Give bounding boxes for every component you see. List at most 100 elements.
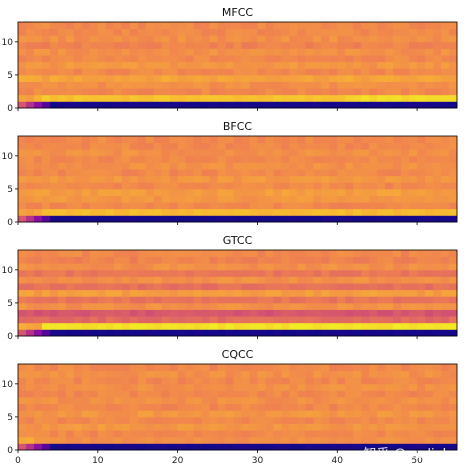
heatmap-cell [281, 55, 290, 63]
heatmap-cell [25, 316, 35, 324]
heatmap-cell [401, 175, 410, 183]
heatmap-cell [89, 436, 99, 444]
heatmap-cell [337, 182, 346, 190]
heatmap-cell [425, 370, 434, 378]
heatmap-cell [393, 269, 402, 277]
heatmap-cell [337, 283, 346, 291]
heatmap-cell [377, 61, 386, 69]
heatmap-cell [129, 35, 139, 43]
heatmap-cell [41, 22, 51, 30]
heatmap-cell [137, 101, 147, 109]
heatmap-cell [153, 74, 163, 82]
heatmap-cell [329, 41, 338, 49]
heatmap-cell [249, 169, 258, 177]
heatmap-cell [33, 35, 43, 43]
heatmap-cell [57, 443, 67, 451]
heatmap-cell [57, 55, 67, 63]
heatmap-cell [25, 155, 35, 163]
heatmap-cell [185, 377, 194, 385]
heatmap-cell [217, 61, 226, 69]
heatmap-cell [369, 188, 378, 196]
heatmap-cell [433, 55, 442, 63]
heatmap-cell [353, 364, 362, 372]
heatmap-cell [369, 162, 378, 170]
heatmap-cell [265, 55, 274, 63]
heatmap-cell [345, 329, 354, 337]
heatmap-cell [217, 215, 226, 223]
heatmap-cell [393, 55, 402, 63]
heatmap-cell [417, 182, 426, 190]
heatmap-cell [417, 215, 426, 223]
heatmap-cell [145, 263, 155, 271]
heatmap-cell [257, 169, 266, 177]
heatmap-cell [81, 322, 91, 330]
heatmap-cell [401, 397, 410, 405]
heatmap-cell [361, 94, 370, 102]
heatmap-cell [297, 55, 306, 63]
heatmap-cell [97, 302, 107, 310]
heatmap-cell [257, 22, 266, 30]
heatmap-cell [113, 155, 123, 163]
heatmap-cell [25, 329, 35, 337]
heatmap-cell [41, 410, 51, 418]
heatmap-cell [433, 61, 442, 69]
heatmap-cell [161, 302, 171, 310]
heatmap-cell [241, 416, 250, 424]
y-tick-label: 10 [2, 152, 14, 162]
heatmap-cell [265, 329, 274, 337]
heatmap-cell [353, 155, 362, 163]
heatmap-cell [65, 296, 75, 304]
heatmap-cell [217, 322, 226, 330]
heatmap-cell [345, 94, 354, 102]
heatmap-cell [273, 430, 282, 438]
heatmap-cell [145, 416, 155, 424]
heatmap-cell [337, 61, 346, 69]
heatmap-cell [385, 309, 394, 317]
heatmap-cell [249, 155, 258, 163]
heatmap-cell [433, 296, 442, 304]
heatmap-cell [233, 74, 242, 82]
heatmap-cell [145, 81, 155, 89]
heatmap-cell [81, 101, 91, 109]
heatmap-cell [97, 296, 107, 304]
heatmap-cell [65, 142, 75, 150]
heatmap-cell [393, 436, 402, 444]
heatmap-cell [201, 162, 210, 170]
heatmap-cell [121, 61, 131, 69]
heatmap-cell [153, 383, 163, 391]
heatmap-cell [81, 390, 91, 398]
heatmap-cell [137, 390, 147, 398]
heatmap-cell [193, 61, 202, 69]
heatmap-cell [233, 215, 242, 223]
heatmap-cell [249, 390, 258, 398]
heatmap-cell [137, 316, 147, 324]
heatmap-cell [265, 309, 274, 317]
heatmap-cell [289, 256, 298, 264]
heatmap-cell [161, 208, 171, 216]
heatmap-cell [441, 403, 450, 411]
heatmap-cell [129, 101, 139, 109]
heatmap-cell [385, 182, 394, 190]
heatmap-cell [369, 383, 378, 391]
heatmap-cell [129, 289, 139, 297]
heatmap-cell [225, 101, 234, 109]
heatmap-cell [241, 309, 250, 317]
heatmap-cell [18, 370, 27, 378]
heatmap-cell [409, 101, 418, 109]
heatmap-cell [393, 202, 402, 210]
heatmap-cell [137, 41, 147, 49]
heatmap-cell [97, 101, 107, 109]
heatmap-cell [233, 322, 242, 330]
heatmap-cell [353, 195, 362, 203]
heatmap-cell [57, 309, 67, 317]
heatmap-cell [265, 22, 274, 30]
heatmap-cell [169, 302, 179, 310]
heatmap-cell [137, 35, 147, 43]
heatmap-cell [321, 263, 330, 271]
heatmap-cell [201, 430, 210, 438]
heatmap-cell [361, 22, 370, 30]
heatmap-cell [57, 397, 67, 405]
heatmap-cell [409, 88, 418, 96]
heatmap-cell [129, 28, 139, 36]
heatmap-cell [361, 74, 370, 82]
